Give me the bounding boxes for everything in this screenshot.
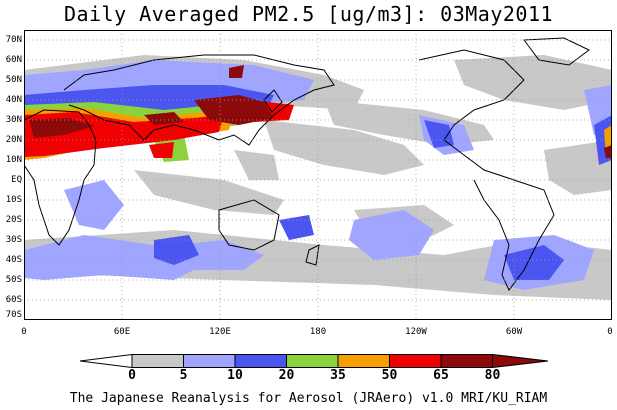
lon-label: 0 bbox=[607, 327, 613, 337]
colorbar-segment bbox=[80, 354, 133, 368]
coastlines bbox=[24, 37, 590, 291]
colorbar-segment bbox=[131, 354, 184, 368]
lat-label: 20N bbox=[5, 135, 22, 145]
colorbar bbox=[80, 354, 549, 368]
lat-label: 40S bbox=[5, 255, 22, 265]
lat-label: 70S bbox=[5, 310, 22, 320]
lon-label: 0 bbox=[21, 327, 27, 337]
colorbar-segment bbox=[389, 354, 442, 368]
colorbar-segment bbox=[492, 354, 549, 368]
colorbar-tick: 5 bbox=[179, 368, 188, 383]
lat-lon-grid bbox=[24, 30, 612, 320]
lat-label: 50N bbox=[5, 75, 22, 85]
pm25-level-80-plus bbox=[29, 65, 612, 158]
lon-label: 180 bbox=[309, 327, 327, 337]
lat-label: 60S bbox=[5, 295, 22, 305]
colorbar-segment bbox=[286, 354, 339, 368]
lon-label: 120E bbox=[209, 327, 231, 337]
map-canvas bbox=[24, 30, 612, 320]
map-frame bbox=[24, 30, 612, 320]
lat-label: 30N bbox=[5, 115, 22, 125]
lon-label: 60W bbox=[505, 327, 523, 337]
colorbar-segment bbox=[183, 354, 236, 368]
colorbar-tick: 35 bbox=[330, 368, 346, 383]
lat-label: 70N bbox=[5, 35, 22, 45]
lat-label: 30S bbox=[5, 235, 22, 245]
colorbar-tick: 10 bbox=[227, 368, 243, 383]
lon-label: 120W bbox=[405, 327, 427, 337]
lat-label: EQ bbox=[11, 175, 22, 185]
colorbar-segment bbox=[440, 354, 493, 368]
colorbar-tick: 65 bbox=[433, 368, 449, 383]
lat-label: 20S bbox=[5, 215, 22, 225]
colorbar-tick: 0 bbox=[128, 368, 136, 383]
colorbar-tick: 80 bbox=[484, 368, 501, 383]
lat-label: 40N bbox=[5, 95, 22, 105]
lat-label: 10S bbox=[5, 195, 22, 205]
colorbar-tick: 20 bbox=[278, 368, 295, 383]
lon-label: 60E bbox=[113, 327, 131, 337]
map-title: Daily Averaged PM2.5 [ug/m3]: 03May2011 bbox=[63, 2, 554, 26]
lat-label: 50S bbox=[5, 275, 22, 285]
credit-line: The Japanese Reanalysis for Aerosol (JRA… bbox=[69, 391, 548, 406]
pm25-map bbox=[24, 30, 612, 320]
colorbar-segment bbox=[337, 354, 390, 368]
lat-label: 10N bbox=[5, 155, 22, 165]
colorbar-segment bbox=[234, 354, 287, 368]
colorbar-tick: 50 bbox=[381, 368, 398, 383]
lat-label: 60N bbox=[5, 55, 22, 65]
